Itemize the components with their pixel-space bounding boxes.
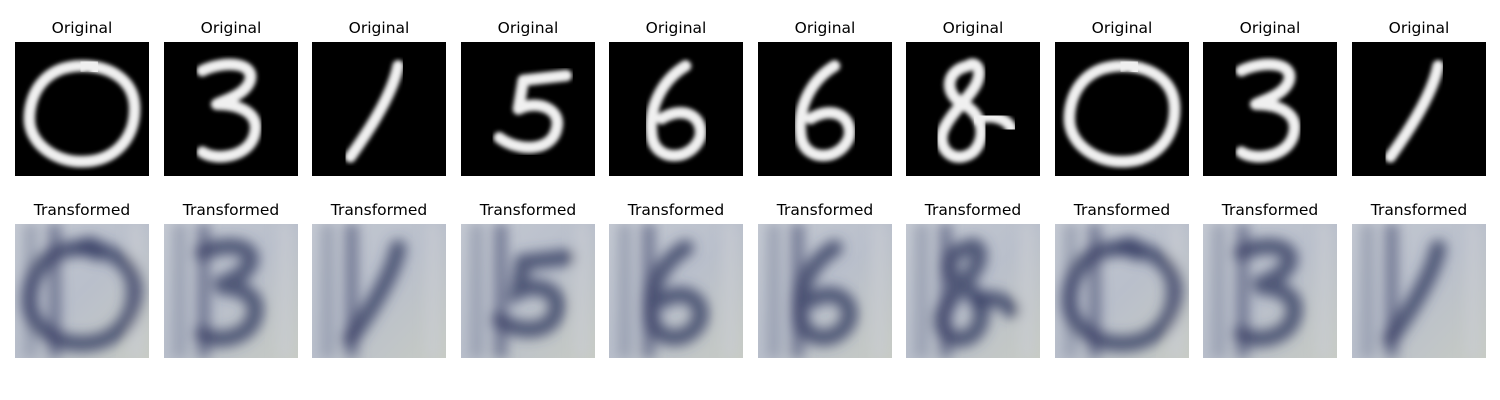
original-image-title: Original	[497, 19, 559, 37]
transformed-image-title: Transformed	[1221, 201, 1319, 219]
original-digit-image	[15, 42, 149, 176]
transformed-image-title: Transformed	[776, 201, 874, 219]
transformed-image-title: Transformed	[33, 201, 131, 219]
transformed-digit-image	[15, 224, 149, 358]
original-digit-image	[1352, 42, 1486, 176]
original-digit-image	[609, 42, 743, 176]
original-image-title: Original	[645, 19, 707, 37]
original-image-title: Original	[942, 19, 1004, 37]
transformed-image-title: Transformed	[182, 201, 280, 219]
original-digit-image	[1203, 42, 1337, 176]
original-image-title: Original	[1239, 19, 1301, 37]
transformed-image-title: Transformed	[924, 201, 1022, 219]
transformed-digit-image	[461, 224, 595, 358]
transformed-digit-image	[609, 224, 743, 358]
original-digit-image	[758, 42, 892, 176]
transformed-image-title: Transformed	[1370, 201, 1468, 219]
transformed-image-title: Transformed	[479, 201, 577, 219]
original-image-title: Original	[348, 19, 410, 37]
original-image-title: Original	[1091, 19, 1153, 37]
transformed-image-title: Transformed	[330, 201, 428, 219]
original-digit-image	[1055, 42, 1189, 176]
transformed-digit-image	[1055, 224, 1189, 358]
original-digit-image	[906, 42, 1040, 176]
original-image-title: Original	[200, 19, 262, 37]
original-digit-image	[312, 42, 446, 176]
transformed-digit-image	[312, 224, 446, 358]
transformed-digit-image	[1203, 224, 1337, 358]
transformed-digit-image	[906, 224, 1040, 358]
transformed-digit-image	[758, 224, 892, 358]
transformed-image-title: Transformed	[627, 201, 725, 219]
original-image-title: Original	[794, 19, 856, 37]
transformed-digit-image	[164, 224, 298, 358]
original-digit-image	[164, 42, 298, 176]
transformed-digit-image	[1352, 224, 1486, 358]
original-image-title: Original	[1388, 19, 1450, 37]
transformed-image-title: Transformed	[1073, 201, 1171, 219]
original-digit-image	[461, 42, 595, 176]
original-image-title: Original	[51, 19, 113, 37]
